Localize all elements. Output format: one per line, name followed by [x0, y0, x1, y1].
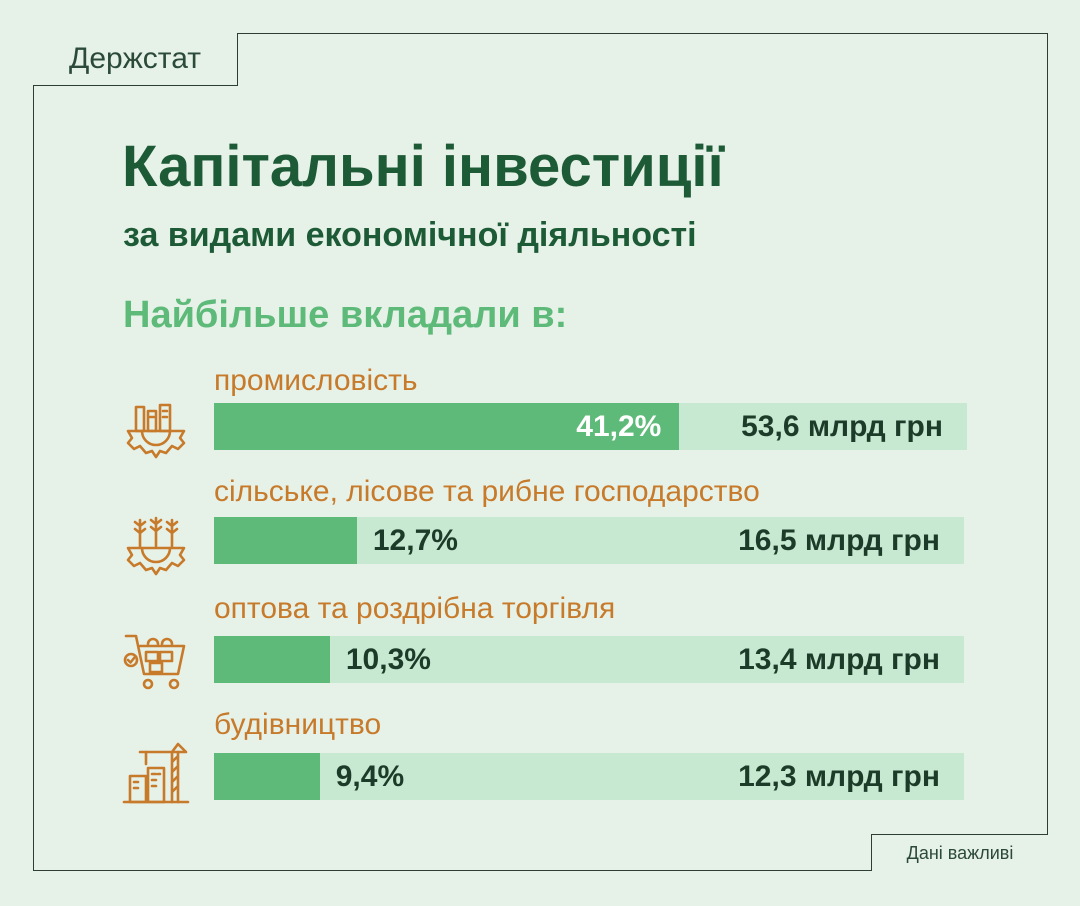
shopping-cart-icon	[120, 624, 192, 696]
amount-label-3: 12,3 млрд грн	[738, 759, 940, 793]
category-label-0: промисловість	[214, 364, 418, 397]
bar-3	[214, 753, 320, 800]
chart-title: Капітальні інвестиції	[122, 134, 724, 199]
bar-track-0: 41,2% 53,6 млрд грн	[214, 403, 967, 450]
value-label-0: 41,2%	[576, 409, 662, 443]
amount-label-0: 53,6 млрд грн	[741, 409, 943, 443]
footer-tag: Дані важливі	[871, 834, 1048, 871]
factory-gear-icon	[120, 391, 192, 463]
bar-track-1: 12,7% 16,5 млрд грн	[214, 517, 964, 564]
value-label-1: 12,7%	[372, 523, 458, 557]
category-label-2: оптова та роздрібна торгівля	[214, 592, 616, 625]
category-label-1: сільське, лісове та рибне господарство	[214, 475, 760, 508]
chart-subtitle: за видами економічної діяльності	[123, 216, 697, 254]
bar-track-3: 9,4% 12,3 млрд грн	[214, 753, 964, 800]
agriculture-gear-icon	[120, 508, 192, 580]
bar-track-2: 10,3% 13,4 млрд грн	[214, 636, 964, 683]
amount-label-1: 16,5 млрд грн	[738, 523, 940, 557]
infographic-frame	[33, 33, 1048, 871]
construction-crane-icon	[120, 736, 192, 808]
bar-2	[214, 636, 330, 683]
lead-text: Найбільше вкладали в:	[123, 294, 568, 336]
value-label-3: 9,4%	[335, 759, 405, 793]
value-label-2: 10,3%	[345, 642, 431, 676]
brand-label: Держстат	[33, 33, 238, 86]
bar-0	[214, 403, 680, 450]
bar-1	[214, 517, 357, 564]
amount-label-2: 13,4 млрд грн	[738, 642, 940, 676]
category-label-3: будівництво	[214, 708, 382, 741]
